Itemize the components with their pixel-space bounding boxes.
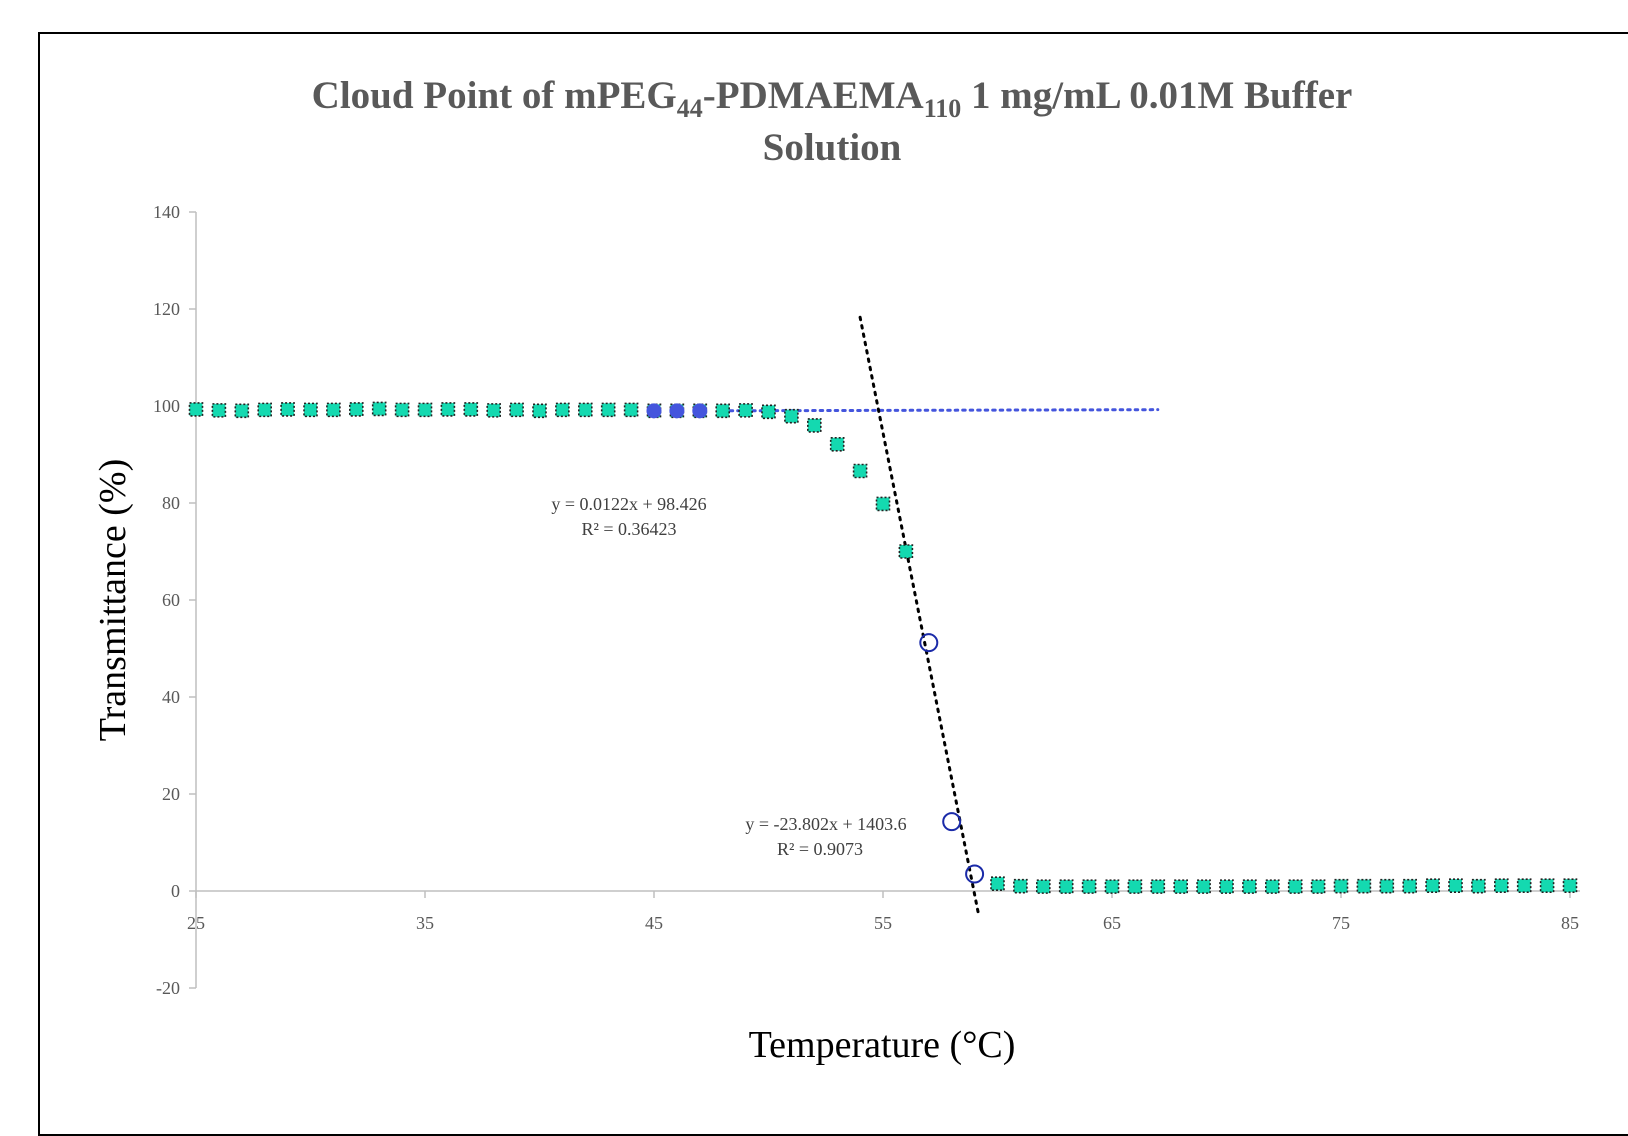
series-1-point xyxy=(1356,878,1372,894)
series-2-point xyxy=(669,403,685,419)
chart: Cloud Point of mPEG44-PDMAEMA110 1 mg/mL… xyxy=(92,74,1580,1066)
series-1-point xyxy=(990,876,1005,892)
series-1-point xyxy=(1058,879,1074,894)
series-2-point xyxy=(646,403,662,419)
series-1-point xyxy=(1448,878,1463,893)
series-3-point xyxy=(919,633,939,653)
series-1-point xyxy=(280,402,295,417)
series-1-point xyxy=(1013,878,1028,894)
series-1-point xyxy=(761,404,776,420)
chart-title-line2: Solution xyxy=(763,126,902,169)
series-1-point xyxy=(1471,878,1486,894)
series-1-point xyxy=(1425,878,1440,893)
series-1-point xyxy=(898,544,914,559)
series-1-point xyxy=(1150,879,1166,894)
points-layer xyxy=(188,401,1578,894)
series-1-point xyxy=(852,463,868,479)
series-1-point xyxy=(1081,879,1097,894)
series-1-point xyxy=(371,401,387,417)
series-1-point xyxy=(715,403,731,419)
y-tick-label: 40 xyxy=(162,687,180,707)
series-1-point xyxy=(806,418,822,433)
x-tick-label: 45 xyxy=(645,913,663,933)
x-axis-title: Temperature (°C) xyxy=(749,1024,1016,1066)
y-axis-title: Transmittance (%) xyxy=(92,459,134,741)
axes: -20 0 20 40 60 80 100 120 140 25 35 45 55 65 75 85 xyxy=(153,202,1580,998)
series-1-point xyxy=(1562,878,1578,893)
series-1-point xyxy=(600,402,616,418)
y-tick-label: 20 xyxy=(162,784,180,804)
x-tick-label: 35 xyxy=(416,913,434,933)
series-3-point xyxy=(965,864,985,884)
series-1-point xyxy=(1036,879,1051,894)
series-1-point xyxy=(1265,879,1280,894)
y-tick-label: 60 xyxy=(162,590,180,610)
series-1-point xyxy=(348,402,364,417)
series-1-point xyxy=(1104,879,1120,894)
series-1-point xyxy=(1196,879,1211,894)
series-1-point xyxy=(463,402,479,417)
trendline-2-equation: y = -23.802x + 1403.6 xyxy=(745,814,906,834)
series-1-point xyxy=(1402,878,1417,894)
series-1-point xyxy=(623,402,639,418)
series-1-point xyxy=(257,402,273,418)
trendline-1 xyxy=(721,408,1160,413)
series-1-point xyxy=(394,402,410,418)
series-1-point xyxy=(829,437,845,452)
series-1-point xyxy=(577,402,593,418)
series-1-point xyxy=(486,403,502,418)
series-1-point xyxy=(1379,878,1395,894)
y-tick-label: -20 xyxy=(156,978,180,998)
y-tick-label: 140 xyxy=(153,202,180,222)
y-tick-label: 0 xyxy=(171,881,180,901)
x-tick-label: 65 xyxy=(1103,913,1121,933)
series-1-point xyxy=(234,403,250,419)
series-1-point xyxy=(738,403,753,418)
series-1-point xyxy=(875,496,891,512)
series-1-point xyxy=(1287,879,1303,894)
y-tick-label: 100 xyxy=(153,396,180,416)
series-1-point xyxy=(1310,879,1326,894)
series-1-point xyxy=(188,402,204,417)
series-2-point xyxy=(692,403,708,419)
series-1-point xyxy=(1333,878,1349,894)
chart-title: Cloud Point of mPEG44-PDMAEMA110 1 mg/mL… xyxy=(312,74,1353,123)
series-1-point xyxy=(1173,879,1188,894)
series-1-point xyxy=(1219,879,1234,894)
series-1-point xyxy=(211,403,227,418)
trendline-1-equation: y = 0.0122x + 98.426 xyxy=(551,494,706,514)
series-1-point xyxy=(440,402,456,417)
series-1-point xyxy=(784,408,799,424)
series-1-point xyxy=(1242,879,1257,894)
series-3-point xyxy=(942,812,962,832)
series-1-point xyxy=(417,402,433,418)
trendline-2-r2: R² = 0.9073 xyxy=(777,839,863,859)
y-tick-label: 120 xyxy=(153,299,180,319)
x-tick-label: 25 xyxy=(187,913,205,933)
chart-frame xyxy=(38,32,1628,1136)
series-1-point xyxy=(303,402,318,418)
series-1-point xyxy=(532,403,547,419)
y-tick-label: 80 xyxy=(162,493,180,513)
series-1-point xyxy=(326,402,341,418)
series-1-point xyxy=(1539,878,1555,893)
series-1-point xyxy=(1494,878,1509,893)
x-tick-label: 55 xyxy=(874,913,892,933)
series-1-point xyxy=(1127,879,1143,894)
x-tick-label: 85 xyxy=(1561,913,1579,933)
x-tick-label: 75 xyxy=(1332,913,1350,933)
series-1-point xyxy=(509,402,524,418)
series-1-point xyxy=(1516,878,1532,893)
series-1-point xyxy=(555,402,570,418)
trendline-1-r2: R² = 0.36423 xyxy=(581,519,676,539)
